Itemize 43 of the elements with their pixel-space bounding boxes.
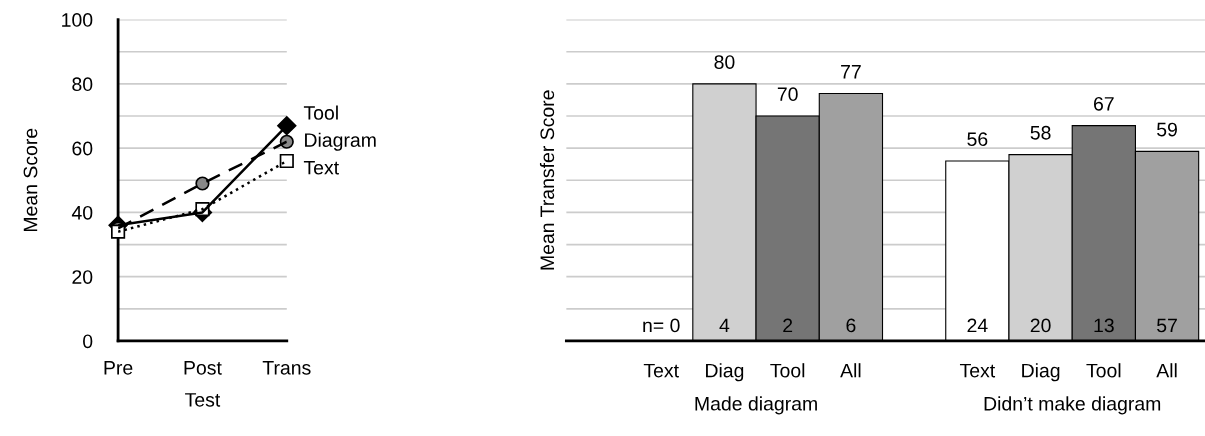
x-tick-label: Diag xyxy=(706,363,744,382)
text: Didn’t make diagram xyxy=(984,396,1161,415)
data-label: 77 xyxy=(841,65,861,79)
y-tick-label: 60 xyxy=(72,141,93,156)
annotation: 24 xyxy=(967,318,988,333)
annotation: 13 xyxy=(1094,318,1114,333)
x-tick-label: Trans xyxy=(262,361,311,375)
annotation: 20 xyxy=(1030,318,1051,333)
x-tick-label: Text xyxy=(959,363,996,378)
point xyxy=(277,115,297,136)
data-label: 58 xyxy=(1030,125,1051,140)
x-tick-label: All xyxy=(840,363,861,378)
series-label: Diagram xyxy=(305,132,376,151)
x-tick-label: Tool xyxy=(770,363,805,378)
data-label: 70 xyxy=(777,87,798,102)
series-label: Tool xyxy=(303,105,338,120)
annotation: 6 xyxy=(846,318,856,333)
point xyxy=(279,153,294,169)
data-label: 67 xyxy=(1094,96,1114,111)
data-label: 56 xyxy=(967,132,988,147)
point xyxy=(195,176,210,191)
y-axis-title: Mean Score xyxy=(23,128,38,232)
x-tick-label: Post xyxy=(184,361,222,375)
text: Made diagram xyxy=(695,396,817,415)
x-axis-title: Test xyxy=(185,393,221,407)
x-tick-label: Text xyxy=(643,363,679,378)
x-tick-label: Diag xyxy=(1022,363,1060,382)
x-tick-label: All xyxy=(1156,363,1177,378)
y-tick-label: 80 xyxy=(72,77,93,92)
annotation: 2 xyxy=(783,318,793,333)
annotation: 57 xyxy=(1157,318,1177,333)
x-tick-label: Tool xyxy=(1086,363,1121,378)
y-tick-label: 0 xyxy=(83,334,93,349)
x-tick-label: Pre xyxy=(104,361,133,375)
y-tick-label: 40 xyxy=(71,205,93,220)
series-label: Text xyxy=(303,160,339,175)
y-axis-title: Mean Transfer Score xyxy=(539,90,555,270)
annotation: 4 xyxy=(719,318,730,333)
y-tick-label: 100 xyxy=(62,13,93,27)
annotation: n= 0 xyxy=(643,318,680,333)
y-tick-label: 20 xyxy=(72,270,93,284)
data-label: 59 xyxy=(1157,122,1177,137)
data-label: 80 xyxy=(714,55,735,69)
